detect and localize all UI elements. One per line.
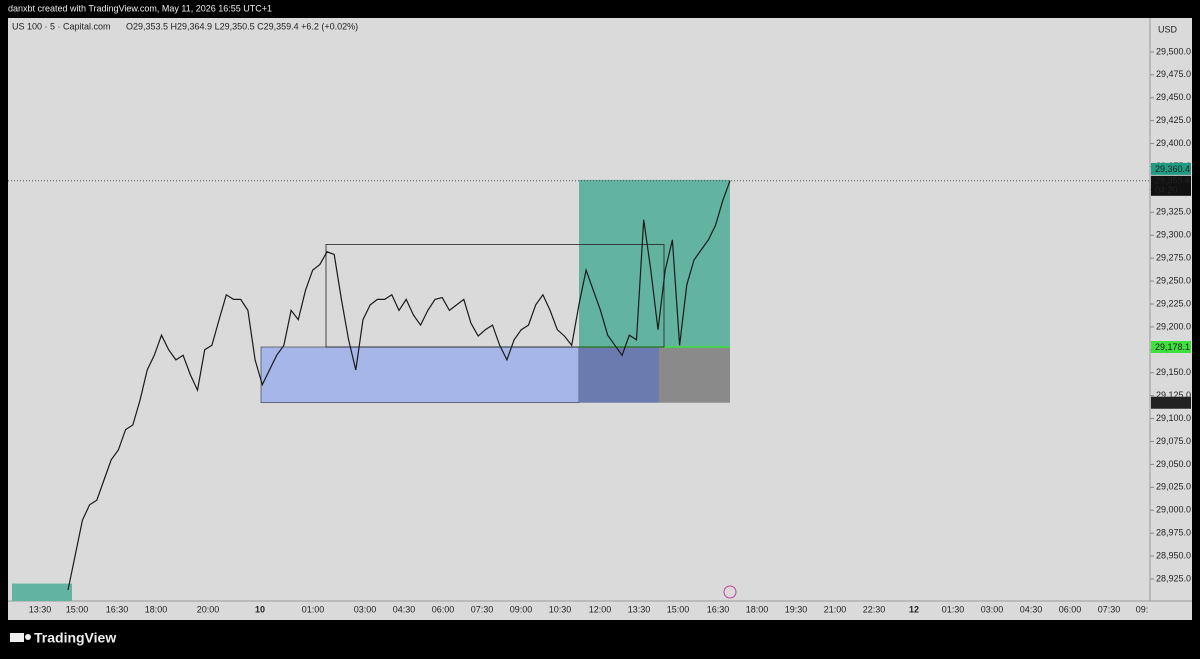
x-tick-label: 06:00 xyxy=(432,604,455,614)
y-tick-label: 29,425.0 xyxy=(1156,115,1191,125)
x-tick-label: 20:00 xyxy=(197,604,220,614)
x-tick-label: 18:00 xyxy=(145,604,168,614)
x-tick-label: 09: xyxy=(1136,604,1149,614)
x-tick-label: 22:30 xyxy=(863,604,886,614)
currency: USD xyxy=(1158,24,1178,34)
price-line xyxy=(67,180,731,591)
price-label: 29,360.4 xyxy=(1155,164,1190,174)
x-tick-label: 10:30 xyxy=(549,604,572,614)
zone xyxy=(659,346,730,403)
brand: TradingView xyxy=(34,630,116,646)
x-tick-label: 10 xyxy=(255,604,265,614)
x-tick-label: 16:30 xyxy=(707,604,730,614)
zone xyxy=(579,179,730,347)
y-tick-label: 28,925.0 xyxy=(1156,573,1191,583)
y-tick-label: 29,475.0 xyxy=(1156,69,1191,79)
y-tick-label: 29,500.0 xyxy=(1156,46,1191,56)
x-tick-label: 16:30 xyxy=(106,604,129,614)
y-tick-label: 29,225.0 xyxy=(1156,298,1191,308)
x-tick-label: 21:00 xyxy=(824,604,847,614)
x-tick-label: 12:00 xyxy=(589,604,612,614)
range-box xyxy=(325,244,665,348)
price-label-bg xyxy=(1151,175,1191,196)
x-tick-label: 07:30 xyxy=(1098,604,1121,614)
x-tick-label: 03:00 xyxy=(354,604,377,614)
x-tick-label: 03:00 xyxy=(981,604,1004,614)
y-tick-label: 29,200.0 xyxy=(1156,321,1191,331)
price-label-bg xyxy=(1151,162,1191,175)
y-tick-label: 29,325.0 xyxy=(1156,207,1191,217)
y-tick-label: 29,075.0 xyxy=(1156,436,1191,446)
x-tick-label: 15:00 xyxy=(667,604,690,614)
x-tick-label: 13:30 xyxy=(29,604,52,614)
x-tick-label: 01:30 xyxy=(942,604,965,614)
x-tick-label: 18:00 xyxy=(746,604,769,614)
price-label-bg xyxy=(1151,396,1191,409)
y-tick-label: 29,250.0 xyxy=(1156,275,1191,285)
countdown: 04:20 xyxy=(1155,185,1178,195)
y-tick-label: 29,275.0 xyxy=(1156,253,1191,263)
y-tick-label: 28,950.0 xyxy=(1156,550,1191,560)
x-tick-label: 04:30 xyxy=(1020,604,1043,614)
x-tick-label: 15:00 xyxy=(66,604,89,614)
price-axis xyxy=(1150,18,1192,601)
ohlc: O29,353.5 H29,364.9 L29,350.5 C29,359.4 … xyxy=(126,21,358,31)
price-label: 29,117.3 xyxy=(1155,398,1189,408)
event-icon xyxy=(723,585,737,599)
zone xyxy=(12,583,72,601)
x-tick-label: 13:30 xyxy=(628,604,651,614)
y-tick-label: 29,450.0 xyxy=(1156,92,1191,102)
y-tick-label: 29,150.0 xyxy=(1156,367,1191,377)
x-tick-label: 07:30 xyxy=(471,604,494,614)
zone xyxy=(579,346,659,403)
y-tick-label: 29,000.0 xyxy=(1156,505,1191,515)
x-tick-label: 12 xyxy=(909,604,919,614)
x-tick-label: 04:30 xyxy=(393,604,416,614)
logo xyxy=(10,633,31,642)
zone xyxy=(260,346,580,404)
x-tick-label: 06:00 xyxy=(1059,604,1082,614)
y-tick-label: 29,050.0 xyxy=(1156,459,1191,469)
y-tick-label: 29,025.0 xyxy=(1156,482,1191,492)
symbol: US 100 · 5 · Capital.com xyxy=(12,21,111,31)
y-tick-label: 28,975.0 xyxy=(1156,528,1191,538)
x-tick-label: 01:00 xyxy=(302,604,325,614)
y-tick-label: 29,100.0 xyxy=(1156,413,1191,423)
y-tick-label: 29,400.0 xyxy=(1156,138,1191,148)
price-label: 29,359.4 xyxy=(1155,176,1190,186)
x-tick-label: 19:30 xyxy=(785,604,808,614)
y-tick-label: 29,125.0 xyxy=(1156,390,1191,400)
price-label: 29,178.1 xyxy=(1155,342,1190,352)
time-axis xyxy=(8,601,1192,620)
credit: danxbt created with TradingView.com, May… xyxy=(8,3,272,13)
price-label-bg xyxy=(1151,340,1191,353)
x-tick-label: 09:00 xyxy=(510,604,533,614)
y-tick-label: 29,300.0 xyxy=(1156,230,1191,240)
